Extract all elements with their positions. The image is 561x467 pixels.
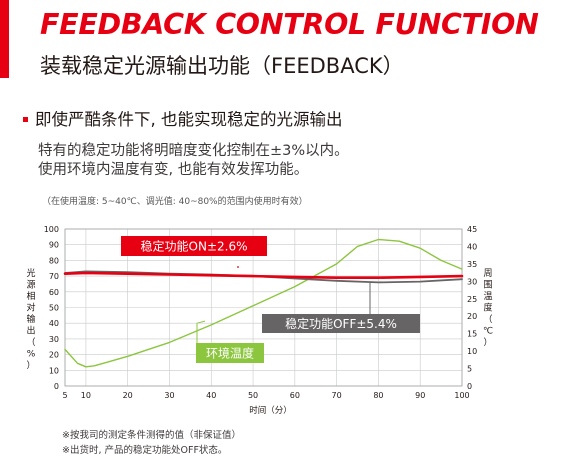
- section-headline: 即使严酷条件下, 也能实现稳定的光源输出: [35, 110, 343, 129]
- x-tick-label: 70: [332, 391, 342, 400]
- y-left-axis-label-char: 相: [26, 290, 35, 302]
- y-right-tick-label: 40: [467, 242, 477, 251]
- accent-bar: [0, 0, 9, 78]
- y-left-tick-label: 50: [49, 304, 59, 313]
- y-left-tick-label: 80: [49, 256, 59, 265]
- chart-series: [63, 238, 464, 368]
- y-left-tick-label: 90: [49, 241, 59, 250]
- y-left-tick-label: 0: [54, 382, 59, 391]
- y-right-tick-label: 15: [467, 330, 477, 339]
- y-left-axis-ticks: 0 10 20 30 40 50 60 70 80 90 100: [44, 225, 59, 391]
- x-tick-label: 10: [81, 391, 91, 400]
- x-axis-ticks: 5 10 20 30 40 50 60 70 80 90 100: [62, 391, 469, 400]
- y-left-tick-label: 70: [49, 272, 59, 281]
- footnote-2: ※出货时, 产品的稳定功能处OFF状态。: [62, 445, 228, 456]
- x-tick-label: 60: [290, 391, 300, 400]
- section-description: 特有的稳定功能将明暗度变化控制在±3%以内。 使用环境内温度有变, 也能有效发挥…: [38, 142, 349, 180]
- y-right-axis-label-char: 温: [483, 291, 492, 302]
- y-right-tick-label: 0: [467, 382, 472, 391]
- y-right-tick-label: 45: [467, 225, 477, 234]
- x-tick-label: 5: [62, 391, 67, 400]
- x-tick-label: 40: [206, 391, 216, 400]
- y-right-axis-label-char: ℃: [483, 327, 493, 337]
- y-right-tick-label: 5: [467, 365, 472, 374]
- y-left-axis-label-char: 输: [26, 313, 35, 325]
- footnote-1: ※按我司的测定条件测得的值（非保证值）: [62, 430, 241, 441]
- y-left-tick-label: 30: [49, 335, 59, 344]
- x-tick-label: 30: [164, 391, 174, 400]
- y-right-axis-label-char: 围: [483, 280, 492, 291]
- y-left-axis-label-char: %: [27, 350, 36, 360]
- x-tick-label: 80: [373, 391, 383, 400]
- y-left-axis-label-char: 对: [26, 302, 35, 314]
- usage-conditions: （在使用温度: 5~40℃、调光值: 40~80%的范围内使用时有效）: [42, 197, 308, 207]
- y-right-axis-label-char: （: [483, 314, 492, 325]
- y-left-tick-label: 60: [49, 288, 59, 297]
- x-tick-label: 20: [123, 391, 133, 400]
- on-label-box: [121, 236, 267, 256]
- x-tick-label: 90: [415, 391, 425, 400]
- y-right-axis-ticks: 0 5 10 15 20 25 30 35 40 45: [467, 225, 477, 391]
- page-subtitle: 装载稳定光源输出功能（FEEDBACK）: [40, 54, 404, 78]
- footnotes: ※按我司的测定条件测得的值（非保证值） ※出货时, 产品的稳定功能处OFF状态。: [62, 428, 241, 458]
- y-right-tick-label: 20: [467, 312, 477, 321]
- y-right-tick-label: 35: [467, 260, 477, 269]
- temperature-label: 环境温度: [206, 346, 254, 361]
- y-left-axis-label-char: 出: [26, 325, 35, 337]
- description-line-2: 使用环境内温度有变, 也能有效发挥功能。: [38, 162, 309, 178]
- on-label: 稳定功能ON±2.6%: [141, 239, 248, 254]
- y-right-axis-label-char: 周: [483, 268, 492, 279]
- page-title: FEEDBACK CONTROL FUNCTION: [40, 8, 539, 41]
- y-right-axis-label-char: ）: [483, 337, 492, 348]
- y-right-tick-label: 30: [467, 277, 477, 286]
- chart-annotations: 稳定功能ON±2.6% 稳定功能OFF±5.4% 环境温度: [121, 236, 420, 363]
- y-left-axis-label-char: 源: [26, 280, 35, 291]
- bullet-marker: [23, 117, 28, 122]
- y-left-axis-label-char: （: [26, 337, 35, 348]
- series-line-temperature: [64, 238, 463, 368]
- off-label: 稳定功能OFF±5.4%: [285, 316, 397, 331]
- y-left-tick-label: 40: [49, 319, 59, 328]
- temperature-label-box: [196, 343, 264, 363]
- x-tick-label: 100: [454, 391, 469, 400]
- x-axis-label: 时间（分）: [249, 405, 292, 416]
- y-right-tick-label: 10: [467, 347, 477, 356]
- y-left-tick-label: 20: [49, 351, 59, 360]
- temp-leader-line: [196, 320, 206, 346]
- description-line-1: 特有的稳定功能将明暗度变化控制在±3%以内。: [38, 143, 349, 159]
- y-left-tick-label: 10: [49, 366, 59, 375]
- series-line-on: [63, 271, 464, 279]
- y-left-axis-label-char: 光: [26, 267, 35, 279]
- x-tick-label: 50: [248, 391, 258, 400]
- plot-frame: [64, 228, 463, 387]
- y-right-axis-label-char: 度: [483, 302, 492, 314]
- y-left-axis-label-char: ）: [26, 360, 35, 371]
- y-right-tick-label: 25: [467, 295, 477, 304]
- off-label-box: [262, 314, 420, 333]
- y-left-tick-label: 100: [44, 225, 59, 234]
